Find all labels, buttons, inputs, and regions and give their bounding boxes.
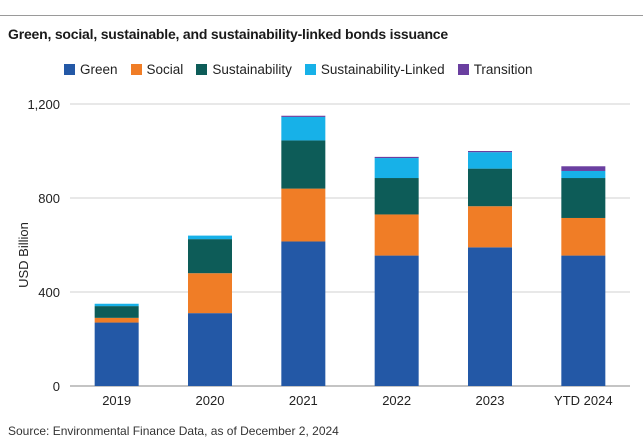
bar-green-2020 <box>188 313 232 386</box>
bar-sustainability-2021 <box>281 140 326 189</box>
legend-swatch-sustainability <box>196 64 208 75</box>
bar-sustainability-linked-2020 <box>188 235 232 240</box>
bar-sustainability-linked-2019 <box>94 303 139 307</box>
y-tick-label: 1,200 <box>27 97 60 112</box>
legend-swatch-social <box>130 64 142 75</box>
bar-green-2021 <box>281 241 326 386</box>
x-tick-label: YTD 2024 <box>554 393 613 408</box>
legend-swatch-green <box>64 64 75 75</box>
bar-transition-2023 <box>468 151 512 153</box>
legend-swatch-transition <box>457 64 469 75</box>
legend-item-green: Green <box>64 62 118 77</box>
legend-item-transition: Transition <box>457 62 533 77</box>
legend-label-transition: Transition <box>473 62 533 77</box>
x-tick-label: 2022 <box>382 393 411 408</box>
bar-social-2023 <box>468 206 512 248</box>
bar-sustainability-ytd-2024 <box>561 178 606 218</box>
legend-label-social: Social <box>146 62 184 77</box>
y-tick-label: 400 <box>38 285 60 300</box>
legend-swatch-sustainability-linked <box>304 64 316 75</box>
bar-transition-2022 <box>374 156 419 159</box>
legend-label-green: Green <box>80 62 118 77</box>
bar-social-2021 <box>281 188 326 242</box>
y-tick-label: 800 <box>38 191 60 206</box>
bar-green-2022 <box>374 255 419 386</box>
bar-green-ytd-2024 <box>561 255 606 386</box>
legend-label-sustainability: Sustainability <box>212 62 292 77</box>
bar-green-2019 <box>94 322 139 386</box>
bar-social-2019 <box>94 317 139 323</box>
bar-green-2023 <box>468 247 512 386</box>
bar-sustainability-linked-2022 <box>374 158 419 179</box>
legend: Green Social Sustainability Sustainabili… <box>64 62 545 77</box>
x-tick-label: 2023 <box>476 393 505 408</box>
legend-item-sustainability-linked: Sustainability-Linked <box>304 62 445 77</box>
bar-transition-ytd-2024 <box>561 166 606 171</box>
bar-social-2022 <box>374 214 419 256</box>
y-tick-label: 0 <box>53 379 60 394</box>
top-divider <box>0 15 643 16</box>
bar-sustainability-linked-2021 <box>281 116 326 141</box>
bar-sustainability-linked-ytd-2024 <box>561 170 606 179</box>
source-note: Source: Environmental Finance Data, as o… <box>8 424 339 438</box>
x-tick-label: 2019 <box>102 393 131 408</box>
chart-title: Green, social, sustainable, and sustaina… <box>8 26 448 42</box>
legend-item-sustainability: Sustainability <box>196 62 292 77</box>
bar-social-2020 <box>188 273 232 314</box>
bar-sustainability-2023 <box>468 168 512 207</box>
x-tick-label: 2020 <box>196 393 225 408</box>
bar-social-ytd-2024 <box>561 217 606 256</box>
bar-sustainability-2019 <box>94 306 139 318</box>
y-axis-label: USD Billion <box>16 222 31 288</box>
legend-item-social: Social <box>130 62 184 77</box>
bar-sustainability-linked-2023 <box>468 152 512 169</box>
bar-sustainability-2022 <box>374 178 419 215</box>
legend-label-sustainability-linked: Sustainability-Linked <box>320 62 445 77</box>
bar-sustainability-2020 <box>188 239 232 274</box>
bar-transition-2021 <box>281 115 326 117</box>
x-tick-label: 2021 <box>289 393 318 408</box>
